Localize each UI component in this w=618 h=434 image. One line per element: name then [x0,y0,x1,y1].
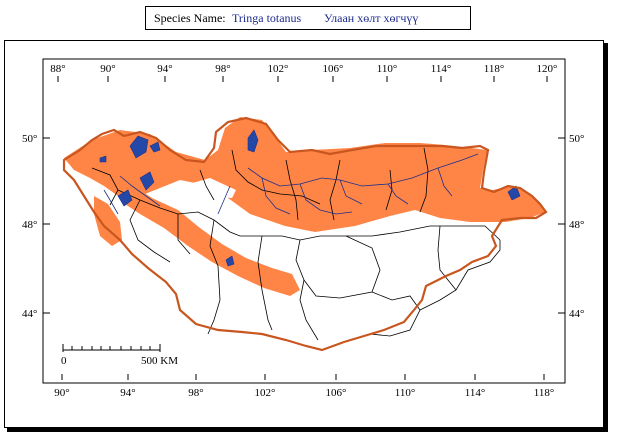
bottom-lon-label: 118° [534,387,555,399]
top-lon-label: 90° [100,63,115,75]
top-lon-label: 98° [215,63,230,75]
local-name: Улаан хөлт хөгчүү [324,11,419,25]
bottom-ticks [61,374,545,380]
top-lon-label: 102° [268,63,289,75]
scientific-name: Tringa totanus [232,11,302,25]
range-northern-band [64,117,545,232]
bottom-lon-label: 106° [326,387,347,399]
frame-shadow-right [604,43,608,431]
top-lon-label: 94° [157,63,172,75]
right-lat-label: 44° [569,308,584,320]
map-outer-frame [4,40,604,428]
scale-bar [62,344,161,352]
country-border [62,116,548,352]
lake-khuvsgul [247,129,259,153]
latitude-labels: 50° 48° 44° 50° 48° 44° [22,133,584,320]
map-inner-frame [42,58,566,384]
bottom-lon-label: 98° [188,387,203,399]
side-ticks [43,137,565,314]
bottom-lon-label: 102° [255,387,276,399]
top-ticks [57,76,548,82]
species-name-label: Species Name: [154,11,226,25]
frame-shadow-bottom [7,428,608,432]
scale-start-label: 0 [61,355,67,367]
top-lon-label: 120° [537,63,558,75]
top-lon-label: 88° [50,63,65,75]
right-lat-label: 48° [569,219,584,231]
lake-khyargas [139,171,155,191]
range-gap [175,178,236,198]
top-lon-label: 118° [484,63,505,75]
top-lon-label: 114° [431,63,452,75]
lake-uvs [129,135,149,159]
lakes [99,129,521,267]
species-title-box: Species Name: Tringa totanus Улаан хөлт … [145,6,471,30]
lake-small-1 [149,141,161,153]
left-lat-label: 44° [22,308,37,320]
top-lon-label: 110° [377,63,398,75]
province-boundaries [91,147,501,341]
range-western-lobe [94,196,122,246]
bottom-lon-label: 94° [120,387,135,399]
bottom-longitude-labels: 90° 94° 98° 102° 106° 110° 114° 118° [54,387,554,399]
scale-end-label: 500 KM [141,355,178,367]
rivers [103,153,479,215]
lake-small-3 [99,155,107,163]
top-lon-label: 106° [323,63,344,75]
lake-khar-us [117,189,133,207]
bottom-lon-label: 90° [54,387,69,399]
range-southwest-band [112,184,300,296]
left-lat-label: 48° [22,219,37,231]
bottom-lon-label: 114° [465,387,486,399]
bottom-lon-label: 110° [395,387,416,399]
lake-small-2 [225,255,235,267]
right-lat-label: 50° [569,133,584,145]
top-longitude-labels: 88° 90° 94° 98° 102° 106° 110° 114° 118°… [50,63,557,75]
left-lat-label: 50° [22,133,37,145]
